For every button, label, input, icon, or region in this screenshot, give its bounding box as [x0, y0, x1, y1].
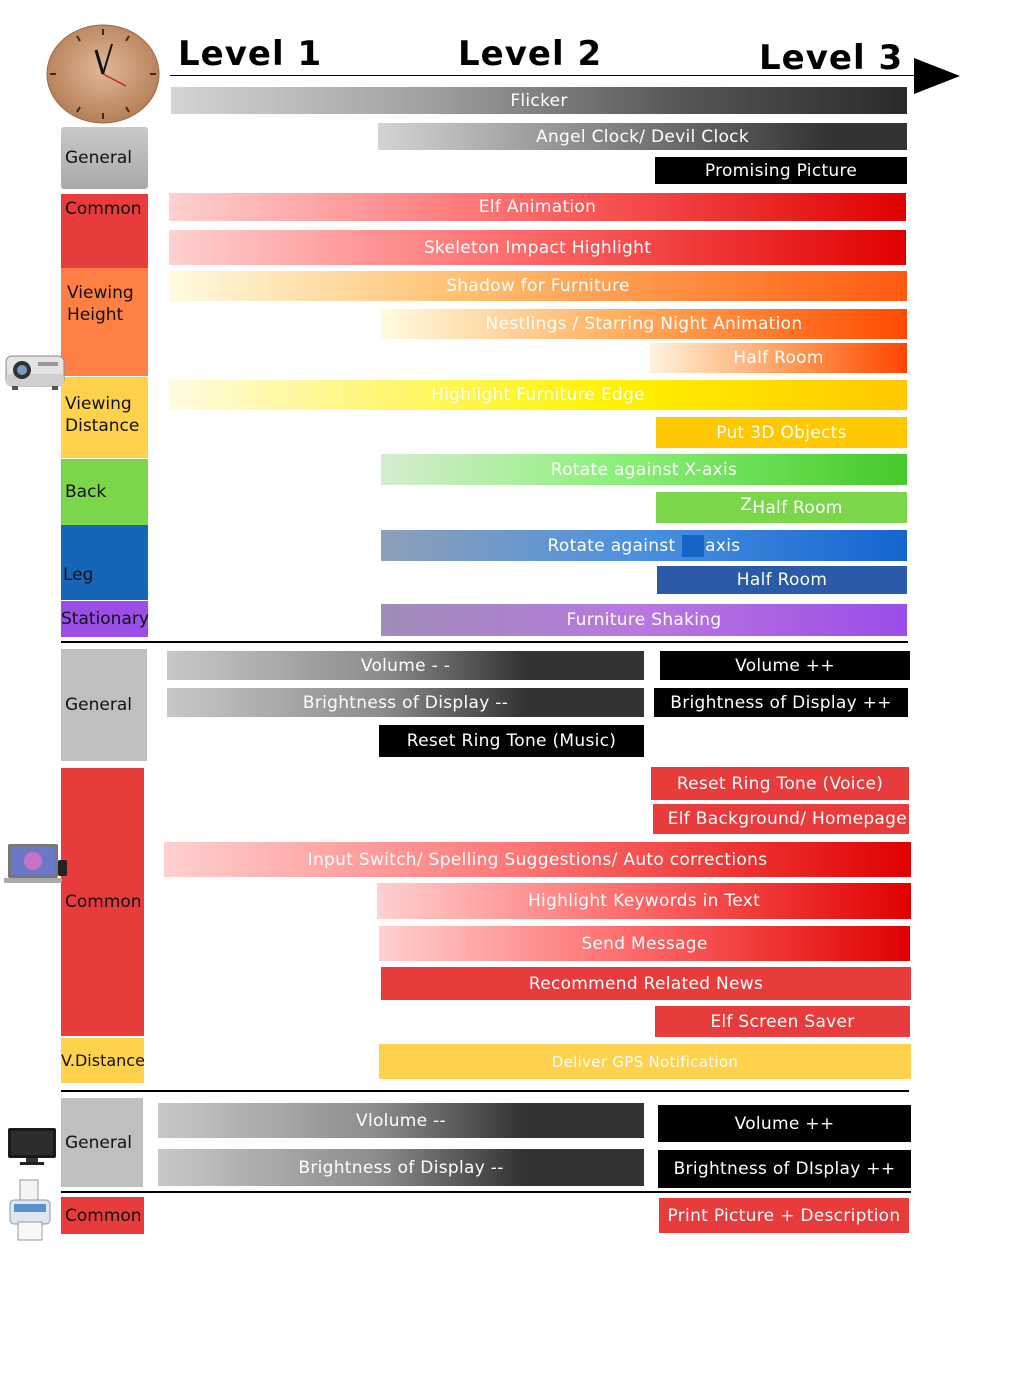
bar-elf-background: Elf Background/ Homepage: [653, 804, 909, 834]
bar-label-part1: Rotate against: [547, 535, 682, 556]
clock-icon: [46, 24, 160, 124]
category-general: General: [61, 649, 147, 761]
category-general: General: [61, 127, 148, 189]
bar-brightness-down: Brightness of Display --: [167, 688, 644, 717]
bar-volume-up-tv: Volume ++: [658, 1105, 911, 1142]
bar-volume-down: Volume - -: [167, 651, 644, 680]
bar-half-room-height: Half Room: [650, 343, 907, 373]
bar-rotate-x-axis: Rotate against X-axis: [381, 454, 907, 485]
z-glyph: Z: [740, 494, 753, 515]
bar-promising-picture: Promising Picture: [655, 157, 907, 184]
bar-put-3d-objects: Put 3D Objects: [656, 417, 907, 448]
category-label: Back: [65, 482, 107, 502]
category-label: Common: [65, 199, 142, 219]
bar-send-message: Send Message: [379, 926, 910, 961]
bar-highlight-keywords: Highlight Keywords in Text: [377, 883, 911, 919]
section-divider: [61, 1090, 909, 1092]
category-label: Leg: [63, 565, 94, 585]
category-label: General: [65, 148, 132, 168]
category-back: Back: [61, 459, 148, 525]
category-viewing-height: Viewing Height: [61, 268, 148, 376]
category-label: V.Distance: [61, 1050, 145, 1070]
bar-highlight-furniture-edge: Highlight Furniture Edge: [169, 380, 907, 410]
bar-rotate-axis-leg: Rotate against axis: [381, 530, 907, 561]
category-general: General: [61, 1098, 143, 1187]
bar-reset-ring-tone-voice: Reset Ring Tone (Voice): [651, 767, 909, 800]
bar-elf-animation: Elf Animation: [169, 193, 906, 221]
bar-furniture-shaking: Furniture Shaking: [381, 604, 907, 636]
bar-deliver-gps-notification: Deliver GPS Notification: [379, 1044, 911, 1079]
section-divider: [61, 1191, 911, 1193]
category-v-distance: V.Distance: [61, 1038, 145, 1083]
category-common: Common: [61, 1197, 144, 1234]
bar-label-gap: [682, 534, 705, 557]
category-label: General: [65, 1132, 132, 1153]
category-label: General: [65, 695, 132, 715]
bar-shadow-for-furniture: Shadow for Furniture: [169, 271, 907, 301]
bar-half-room-leg: Half Room: [657, 566, 907, 594]
level-arrow-icon: [912, 56, 962, 100]
tv-icon: [6, 1126, 58, 1170]
bar-brightness-up-tv: Brightness of DIsplay ++: [658, 1150, 911, 1188]
bar-nestlings-starring-night: Nestlings / Starring Night Animation: [381, 309, 907, 339]
projector-icon: [4, 348, 66, 396]
level-axis-line: [170, 75, 915, 76]
bar-skeleton-impact-highlight: Skeleton Impact Highlight: [169, 230, 906, 265]
category-common: Common: [61, 768, 144, 1036]
bar-brightness-up: Brightness of Display ++: [654, 688, 908, 717]
bar-label-part2: axis: [705, 535, 741, 556]
bar-half-room-back: Z Half Room: [656, 492, 907, 523]
bar-volume-down-tv: Vlolume --: [158, 1103, 644, 1138]
level-1-label: Level 1: [178, 34, 323, 74]
bar-brightness-down-tv: Brightness of Display --: [158, 1149, 644, 1186]
category-label: Viewing Height: [67, 283, 134, 325]
bar-elf-screen-saver: Elf Screen Saver: [655, 1006, 910, 1037]
category-label: Stationary: [61, 609, 149, 629]
category-label: Viewing Distance: [65, 394, 140, 436]
bar-label: Half Room: [752, 497, 843, 518]
category-leg: Leg: [61, 525, 148, 600]
category-stationary: Stationary: [61, 601, 149, 637]
level-3-label: Level 3: [759, 38, 904, 78]
category-label: Common: [65, 1205, 142, 1226]
bar-flicker: Flicker: [171, 87, 907, 114]
laptop-icon: [4, 842, 68, 890]
category-label: Common: [65, 892, 142, 912]
level-2-label: Level 2: [458, 34, 603, 74]
category-common: Common: [61, 194, 148, 268]
bar-reset-ring-tone-music: Reset Ring Tone (Music): [379, 725, 644, 757]
section-divider: [61, 641, 908, 643]
bar-input-switch: Input Switch/ Spelling Suggestions/ Auto…: [164, 842, 911, 877]
printer-icon: [8, 1178, 52, 1248]
bar-print-picture-description: Print Picture + Description: [659, 1198, 909, 1233]
bar-recommend-related-news: Recommend Related News: [381, 967, 911, 1000]
category-viewing-distance: Viewing Distance: [61, 377, 148, 458]
bar-volume-up: Volume ++: [660, 651, 910, 680]
bar-angel-devil-clock: Angel Clock/ Devil Clock: [378, 123, 907, 150]
